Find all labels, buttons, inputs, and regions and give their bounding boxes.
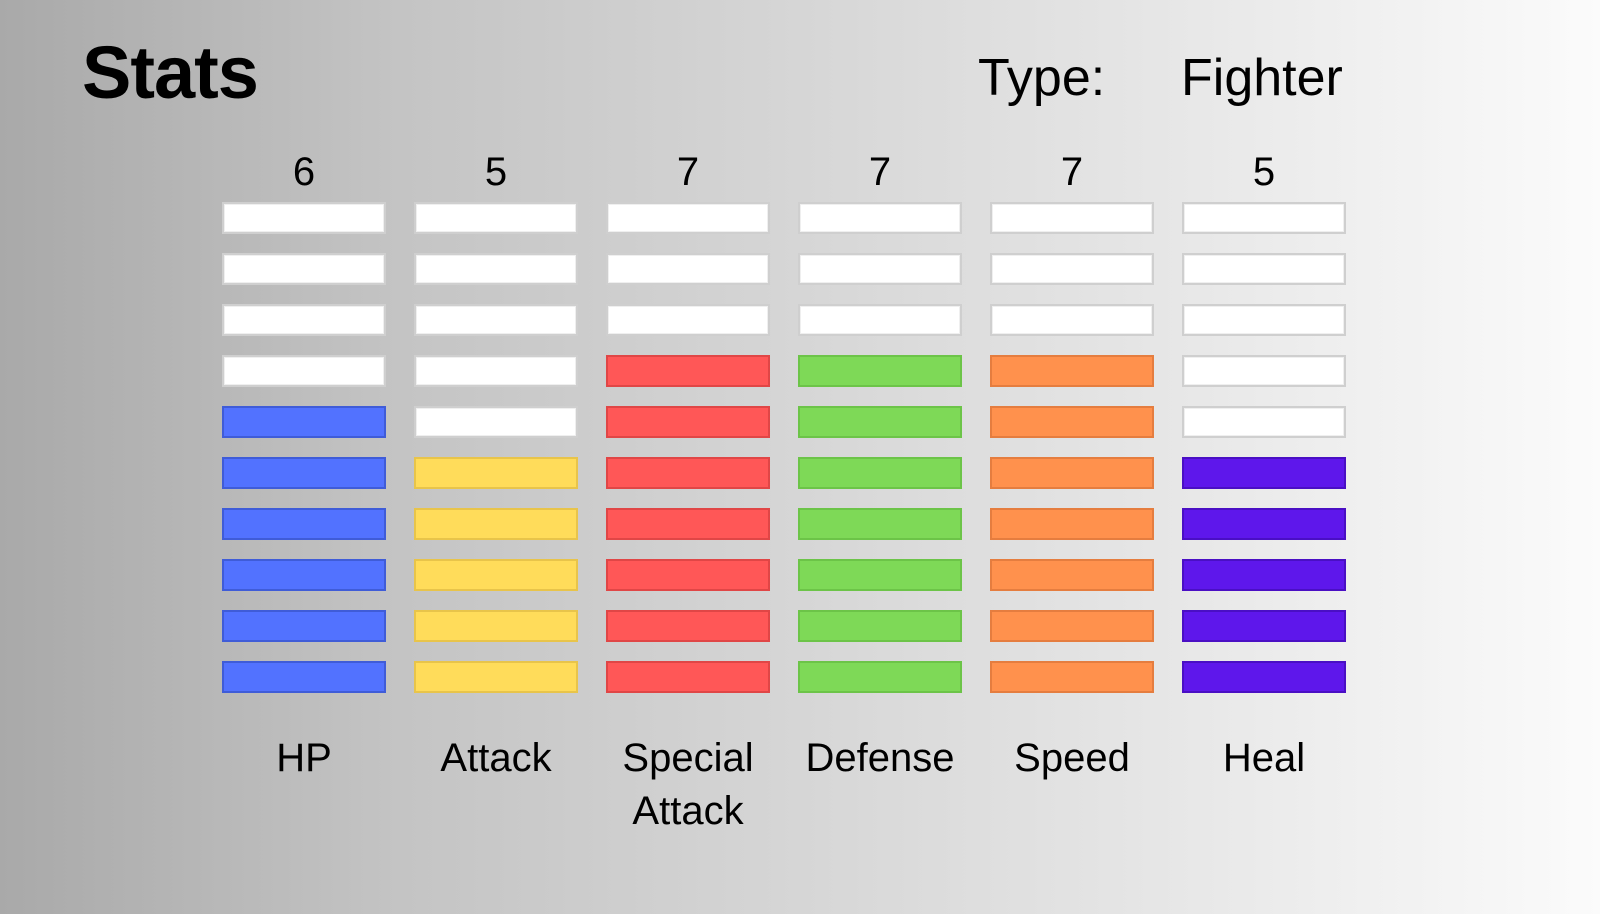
stat-label-heal: Heal bbox=[1222, 736, 1306, 780]
stat-segment-filled bbox=[798, 661, 962, 693]
stat-label-speed: Speed bbox=[1014, 736, 1130, 780]
stat-segment-filled bbox=[606, 661, 770, 693]
stat-segment-filled bbox=[798, 355, 962, 387]
stat-segment-empty bbox=[222, 304, 386, 336]
type-value: Fighter bbox=[1181, 49, 1343, 107]
stat-segment-empty bbox=[1182, 304, 1346, 336]
stat-segment-filled bbox=[798, 406, 962, 438]
stat-value-speed: 7 bbox=[1060, 150, 1084, 194]
stat-segment-filled bbox=[414, 559, 578, 591]
stat-segment-filled bbox=[414, 610, 578, 642]
type-label: Type: bbox=[978, 49, 1106, 107]
stat-segment-filled bbox=[1182, 457, 1346, 489]
stat-segment-empty bbox=[990, 304, 1154, 336]
stat-segment-empty bbox=[606, 253, 770, 285]
stat-segment-filled bbox=[990, 406, 1154, 438]
stat-segment-empty bbox=[1182, 202, 1346, 234]
stat-segment-filled bbox=[1182, 559, 1346, 591]
stat-segment-filled bbox=[222, 457, 386, 489]
stat-segment-filled bbox=[798, 559, 962, 591]
stat-segment-filled bbox=[990, 610, 1154, 642]
stat-segment-filled bbox=[798, 457, 962, 489]
stat-segment-empty bbox=[990, 202, 1154, 234]
stat-segment-filled bbox=[1182, 661, 1346, 693]
stat-segment-filled bbox=[606, 457, 770, 489]
stat-segment-filled bbox=[606, 508, 770, 540]
stat-segment-filled bbox=[798, 508, 962, 540]
stat-segment-filled bbox=[990, 661, 1154, 693]
stat-segment-filled bbox=[222, 406, 386, 438]
stat-segment-filled bbox=[990, 457, 1154, 489]
stat-value-defense: 7 bbox=[868, 150, 892, 194]
stat-segment-empty bbox=[606, 304, 770, 336]
stat-segment-empty bbox=[414, 406, 578, 438]
stat-segment-empty bbox=[222, 253, 386, 285]
stat-segment-filled bbox=[990, 508, 1154, 540]
page-title: Stats bbox=[82, 31, 259, 114]
stat-segment-empty bbox=[798, 202, 962, 234]
stat-label-defense: Defense bbox=[805, 736, 955, 780]
stat-value-heal: 5 bbox=[1252, 150, 1276, 194]
stat-segment-filled bbox=[414, 457, 578, 489]
stat-segment-empty bbox=[414, 202, 578, 234]
stat-segment-filled bbox=[606, 610, 770, 642]
stat-value-attack: 5 bbox=[484, 150, 508, 194]
stat-segment-filled bbox=[222, 559, 386, 591]
stat-segment-empty bbox=[414, 304, 578, 336]
stat-segment-filled bbox=[1182, 610, 1346, 642]
stat-segment-filled bbox=[414, 661, 578, 693]
stat-segment-filled bbox=[798, 610, 962, 642]
stat-segment-empty bbox=[798, 304, 962, 336]
stat-segment-filled bbox=[990, 559, 1154, 591]
stat-segment-filled bbox=[414, 508, 578, 540]
stat-segment-empty bbox=[414, 355, 578, 387]
stat-segment-empty bbox=[222, 202, 386, 234]
stat-value-hp: 6 bbox=[292, 150, 316, 194]
stat-segment-filled bbox=[990, 355, 1154, 387]
stat-segment-empty bbox=[606, 202, 770, 234]
stat-segment-empty bbox=[1182, 355, 1346, 387]
stat-segment-empty bbox=[1182, 253, 1346, 285]
stat-segment-filled bbox=[222, 508, 386, 540]
stat-segment-empty bbox=[414, 253, 578, 285]
stat-label-attack: Attack bbox=[440, 736, 552, 780]
stat-segment-empty bbox=[990, 253, 1154, 285]
stat-segment-empty bbox=[222, 355, 386, 387]
stat-segment-filled bbox=[606, 355, 770, 387]
stat-segment-filled bbox=[222, 610, 386, 642]
stat-segment-filled bbox=[1182, 508, 1346, 540]
stat-segment-filled bbox=[606, 406, 770, 438]
stat-label-hp: HP bbox=[276, 736, 332, 780]
stat-segment-filled bbox=[606, 559, 770, 591]
stat-segment-empty bbox=[1182, 406, 1346, 438]
stat-segment-filled bbox=[222, 661, 386, 693]
stat-segment-empty bbox=[798, 253, 962, 285]
stat-value-special-attack: 7 bbox=[676, 150, 700, 194]
stat-label-special-attack: Special Attack bbox=[622, 736, 754, 833]
